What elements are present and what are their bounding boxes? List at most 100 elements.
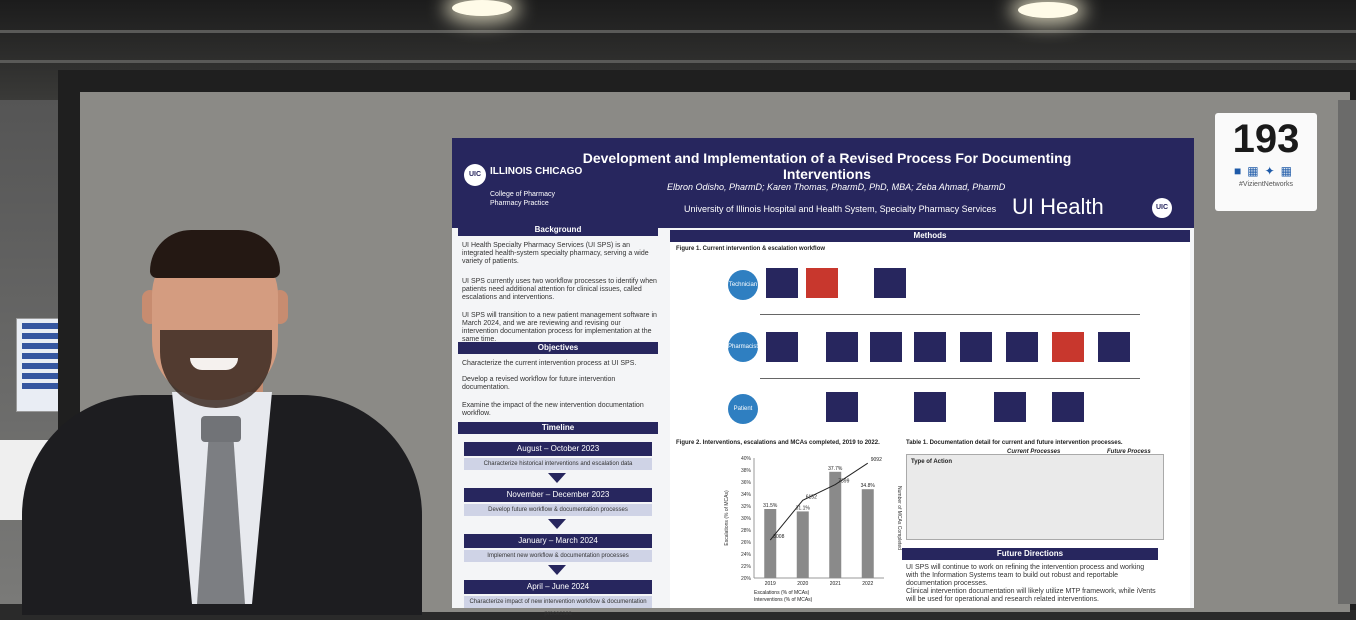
workflow-box — [960, 332, 992, 362]
workflow-box — [874, 268, 906, 298]
y-tick-label: 20% — [741, 576, 752, 582]
timeline-period: November – December 2023 — [464, 488, 652, 502]
chart-bar — [829, 471, 842, 578]
timeline-arrow — [548, 519, 566, 529]
workflow-box — [994, 392, 1026, 422]
poster-authors: Elbron Odisho, PharmD; Karen Thomas, Pha… — [667, 182, 1006, 192]
poster-header: Development and Implementation of a Revi… — [452, 138, 1194, 228]
ceiling-beam — [0, 30, 1356, 33]
twitter-icon: ✦ — [1264, 164, 1281, 178]
dept-label: Pharmacy Practice — [490, 200, 549, 207]
workflow-decision-box — [1052, 332, 1084, 362]
line-data-label: 6152 — [806, 494, 817, 500]
college-label: College of Pharmacy — [490, 191, 555, 198]
workflow-box — [826, 392, 858, 422]
timeline-arrow — [548, 473, 566, 483]
timeline-note: Characterize historical interventions an… — [464, 458, 652, 470]
workflow-box — [914, 392, 946, 422]
college-name: College of Pharmacy Pharmacy Practice — [490, 190, 555, 208]
background-bullet: UI SPS will transition to a new patient … — [462, 312, 657, 343]
line-data-label: 7399 — [838, 479, 849, 485]
poster-affiliation: University of Illinois Hospital and Heal… — [684, 204, 997, 214]
y-tick-label: 40% — [741, 456, 752, 462]
qr-icon: ▦ — [1280, 164, 1298, 178]
section-background-heading: Background — [458, 224, 658, 236]
figure1-caption: Figure 1. Current intervention & escalat… — [676, 246, 826, 252]
smile — [190, 358, 238, 370]
objective-bullet: Characterize the current intervention pr… — [462, 360, 637, 367]
ceiling-lamp — [452, 0, 512, 16]
y-axis-label: Escalations (% of MCAs) — [724, 490, 730, 546]
linkedin-icon: ■ — [1234, 164, 1248, 178]
role-pharmacist: Pharmacist — [728, 332, 758, 362]
presenter-person — [0, 0, 430, 615]
mca-line — [769, 462, 869, 541]
y-tick-label: 34% — [741, 492, 752, 498]
workflow-connector — [760, 314, 1140, 315]
y-tick-label: 24% — [741, 552, 752, 558]
booth-hashtag: #VizientNetworks — [1239, 181, 1293, 188]
table1-caption: Table 1. Documentation detail for curren… — [906, 440, 1123, 446]
documentation-table: Type of Action Current Processes Future … — [906, 449, 1164, 540]
hair — [150, 230, 280, 278]
y-tick-label: 38% — [741, 468, 752, 474]
timeline-period: August – October 2023 — [464, 442, 652, 456]
section-future-heading: Future Directions — [902, 548, 1158, 560]
timeline-period: January – March 2024 — [464, 534, 652, 548]
objective-bullet: Examine the impact of the new interventi… — [462, 402, 644, 417]
background-bullet: UI SPS currently uses two workflow proce… — [462, 278, 657, 301]
workflow-box — [1098, 332, 1130, 362]
bar-data-label: 31.5% — [763, 503, 778, 509]
section-objectives-heading: Objectives — [458, 342, 658, 354]
bar-data-label: 31.1% — [796, 505, 811, 511]
role-technician: Technician — [728, 270, 758, 300]
workflow-box — [1006, 332, 1038, 362]
legend-entry: Interventions (% of MCAs) — [754, 597, 813, 603]
table-header: Type of Action — [911, 459, 952, 465]
y-tick-label: 28% — [741, 528, 752, 534]
future-bullet: Clinical intervention documentation will… — [906, 588, 1156, 603]
methods-panel: Figure 1. Current intervention & escalat… — [670, 242, 1190, 608]
x-tick-label: 2021 — [830, 581, 841, 587]
timeline-period: April – June 2024 — [464, 580, 652, 594]
ui-health-brand: UI Health — [1012, 194, 1104, 219]
background-bullet: UI Health Specialty Pharmacy Services (U… — [462, 242, 649, 265]
ceiling-beam — [0, 60, 1356, 63]
chart-bar — [796, 511, 809, 578]
future-bullet: UI SPS will continue to work on refining… — [906, 564, 1145, 587]
legend-entry: Escalations (% of MCAs) — [754, 590, 810, 596]
workflow-box — [870, 332, 902, 362]
timeline-note: Characterize impact of new intervention … — [464, 596, 652, 617]
social-icons: ■▦✦▦ — [1215, 164, 1317, 178]
x-tick-label: 2019 — [765, 581, 776, 587]
poster-title: Development and Implementation of a Revi… — [582, 150, 1072, 182]
section-timeline-heading: Timeline — [458, 422, 658, 434]
x-tick-label: 2020 — [797, 581, 808, 587]
workflow-box — [826, 332, 858, 362]
bar-data-label: 37.7% — [828, 466, 843, 472]
uic-logo: UIC — [464, 164, 486, 186]
section-methods-heading: Methods — [670, 230, 1190, 242]
y-tick-label: 30% — [741, 516, 752, 522]
objective-bullet: Develop a revised workflow for future in… — [462, 376, 616, 391]
workflow-box — [1052, 392, 1084, 422]
workflow-connector — [760, 378, 1140, 379]
workflow-box — [766, 268, 798, 298]
bar-data-label: 34.8% — [861, 483, 876, 489]
y-tick-label: 32% — [741, 504, 752, 510]
y-tick-label: 26% — [741, 540, 752, 546]
line-data-label: 9092 — [871, 457, 882, 463]
research-poster: Development and Implementation of a Revi… — [452, 138, 1194, 617]
booth-number: 193 — [1232, 117, 1300, 161]
x-tick-label: 2022 — [862, 581, 873, 587]
table-header: Current Processes — [1007, 449, 1061, 455]
chart-bar — [764, 509, 777, 578]
tie-knot — [201, 416, 241, 442]
line-data-label: 3008 — [773, 534, 784, 540]
figure2-caption: Figure 2. Interventions, escalations and… — [676, 440, 880, 446]
ceiling-lamp — [1018, 2, 1078, 18]
chart-bar — [861, 489, 874, 578]
table-header: Future Process — [1107, 449, 1151, 455]
hall-background-right — [1338, 100, 1356, 604]
uic-badge: UIC — [1152, 198, 1172, 218]
